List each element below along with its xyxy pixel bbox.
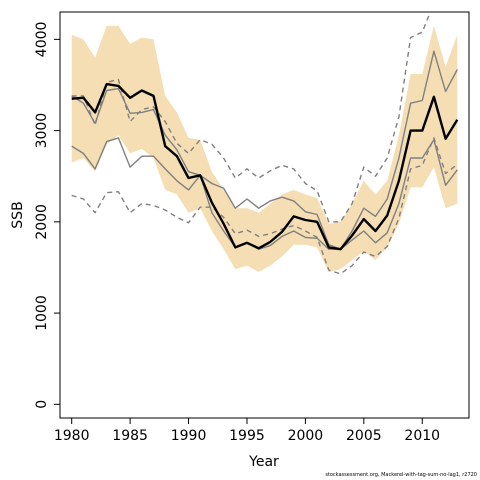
- y-axis: 0 1000 2000 3000 4000: [34, 22, 60, 409]
- series-line-2: [71, 50, 458, 250]
- series-line-1: [71, 82, 459, 251]
- y-tick-label-4000: 4000: [34, 22, 50, 58]
- x-tick-label-2005: 2005: [346, 428, 382, 444]
- y-tick-label-2000: 2000: [34, 204, 50, 240]
- x-tick-label-1985: 1985: [112, 428, 148, 444]
- x-axis: 1980 1985 1990 1995 2000 2005 2010: [54, 418, 440, 444]
- x-tick-label-1980: 1980: [54, 428, 90, 444]
- series-line-3: [71, 137, 458, 250]
- series-line-5: [71, 137, 458, 275]
- y-axis-title: SSB: [10, 201, 26, 228]
- source-credit: stockassessment.org, Mackerel-with-tag-s…: [325, 472, 477, 478]
- x-tick-label-1995: 1995: [229, 428, 265, 444]
- x-tick-label-2000: 2000: [288, 428, 324, 444]
- y-tick-label-3000: 3000: [34, 113, 50, 149]
- y-tick-label-1000: 1000: [34, 295, 50, 331]
- series-lines: [71, 12, 459, 275]
- confidence-band-area: [71, 25, 458, 273]
- x-tick-label-2010: 2010: [404, 428, 440, 444]
- confidence-band: [71, 25, 458, 273]
- y-tick-label-0: 0: [34, 400, 50, 409]
- x-tick-label-1990: 1990: [171, 428, 207, 444]
- x-axis-title: Year: [248, 454, 279, 470]
- plot-frame: [59, 11, 470, 419]
